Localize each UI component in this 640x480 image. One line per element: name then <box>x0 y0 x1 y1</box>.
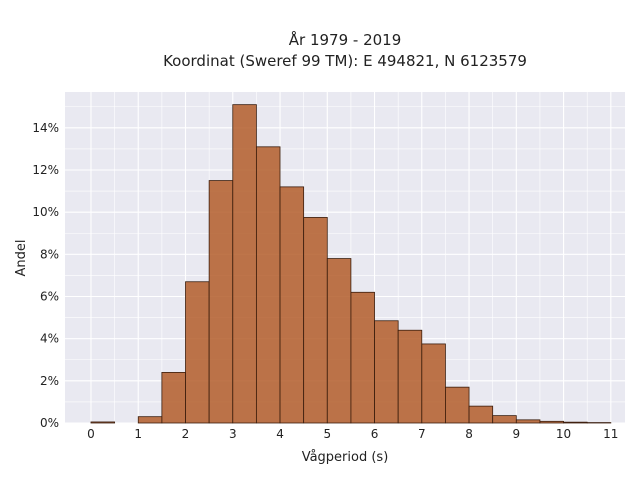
histogram-bar <box>303 217 328 424</box>
y-tick-label: 4% <box>40 332 59 346</box>
histogram-bar <box>208 180 234 424</box>
histogram-bar <box>421 343 446 424</box>
x-tick-label: 8 <box>465 427 473 441</box>
histogram-bar <box>468 405 494 424</box>
y-tick-label: 12% <box>32 163 59 177</box>
histogram-bar <box>185 281 210 424</box>
histogram-bar <box>326 258 352 424</box>
chart-title-line-2: Koordinat (Sweref 99 TM): E 494821, N 61… <box>163 52 527 70</box>
histogram-bar <box>137 416 163 424</box>
x-tick-label: 1 <box>134 427 142 441</box>
x-tick-label: 5 <box>323 427 331 441</box>
histogram-bar <box>255 146 281 424</box>
histogram-bar <box>445 386 470 424</box>
y-tick-label: 8% <box>40 247 59 261</box>
y-axis-label: Andel <box>14 240 29 277</box>
histogram-bar <box>350 291 375 424</box>
y-tick-label: 6% <box>40 290 59 304</box>
y-tick-label: 2% <box>40 374 59 388</box>
histogram-bar <box>563 421 588 424</box>
x-tick-label: 0 <box>87 427 95 441</box>
x-tick-label: 4 <box>276 427 284 441</box>
histogram-bar <box>374 320 399 424</box>
x-tick-label: 10 <box>556 427 571 441</box>
x-tick-label: 3 <box>229 427 237 441</box>
x-tick-label: 9 <box>512 427 520 441</box>
x-tick-label: 2 <box>182 427 190 441</box>
x-tick-label: 6 <box>371 427 379 441</box>
histogram-bar <box>515 419 541 424</box>
bar-series <box>90 104 612 424</box>
y-tick-label: 0% <box>40 416 59 430</box>
x-tick-label: 7 <box>418 427 426 441</box>
x-axis-label: Vågperiod (s) <box>302 450 389 465</box>
histogram-bar <box>161 372 186 424</box>
histogram-bar <box>397 329 423 424</box>
histogram-bar <box>90 421 116 424</box>
y-tick-label: 14% <box>32 121 59 135</box>
x-tick-label: 11 <box>603 427 618 441</box>
histogram-bar <box>232 104 257 424</box>
y-tick-label: 10% <box>32 205 59 219</box>
histogram-bar <box>539 420 564 424</box>
axis-ticks: 0 1 2 3 4 5 6 7 8 9 10 11 0% 2% 4% 6% 8% 10% 12% 14% <box>32 121 618 441</box>
histogram-bar <box>492 415 517 424</box>
chart-title-line-1: År 1979 - 2019 <box>289 30 402 49</box>
histogram-bar <box>279 186 305 424</box>
